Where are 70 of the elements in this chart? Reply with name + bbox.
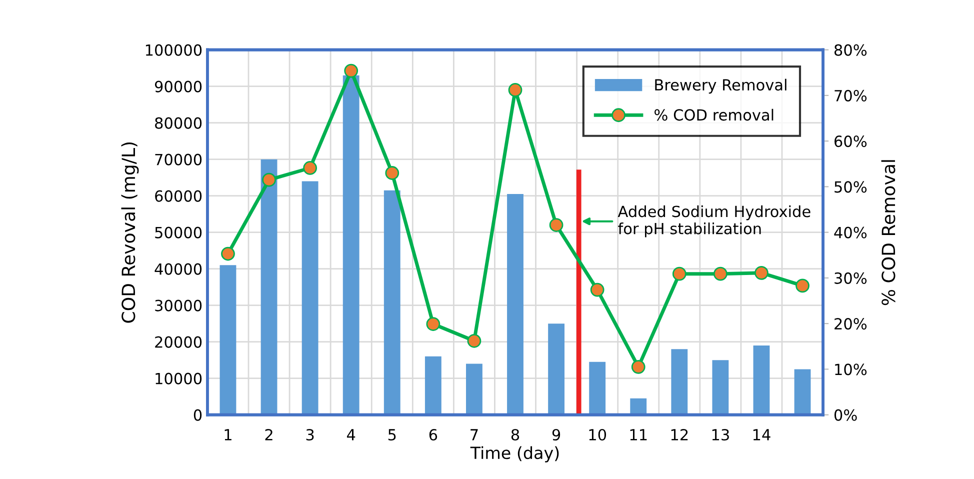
bar bbox=[630, 398, 647, 415]
point bbox=[262, 172, 276, 187]
point bbox=[426, 317, 440, 331]
x-tick-label: 3 bbox=[306, 428, 314, 441]
y-tick-label: 20000 bbox=[155, 336, 202, 348]
legend-label: Brewery Removal bbox=[655, 78, 786, 94]
bar bbox=[753, 345, 770, 415]
x-tick-label: 11 bbox=[630, 429, 647, 440]
bar bbox=[794, 369, 811, 415]
y2-tick-label: 10% bbox=[835, 364, 867, 376]
point bbox=[303, 161, 317, 175]
bar bbox=[466, 364, 482, 415]
bar bbox=[712, 360, 729, 415]
bar bbox=[384, 190, 400, 415]
y-tick-label: 100000 bbox=[146, 44, 202, 56]
point bbox=[713, 266, 728, 281]
bar bbox=[424, 356, 442, 415]
x-tick-label: 9 bbox=[552, 428, 560, 441]
x-tick-label: 6 bbox=[429, 428, 438, 441]
point bbox=[754, 266, 768, 280]
bar bbox=[220, 265, 236, 415]
point bbox=[467, 334, 482, 348]
bar bbox=[260, 159, 278, 415]
y-tick-label: 30000 bbox=[155, 300, 202, 312]
point bbox=[221, 246, 235, 261]
y-tick-label: 90000 bbox=[154, 80, 202, 92]
bar bbox=[589, 362, 606, 415]
y2-tick-label: 80% bbox=[834, 44, 867, 56]
x-tick-label: 4 bbox=[346, 429, 356, 440]
point bbox=[508, 83, 522, 97]
y2-tick-label: 70% bbox=[834, 90, 867, 102]
point bbox=[549, 218, 564, 232]
point bbox=[385, 166, 400, 180]
x-tick-label: 5 bbox=[388, 429, 396, 441]
y-axis-title: COD Revoval (mg/L) bbox=[121, 142, 139, 323]
bar bbox=[548, 324, 564, 415]
x-tick-label: 13 bbox=[712, 428, 729, 441]
x-tick-label: 14 bbox=[753, 429, 770, 440]
y2-tick-label: 50% bbox=[834, 181, 867, 193]
point bbox=[344, 64, 358, 78]
annotation: Added Sodium Hydroxide for pH stabilization bbox=[618, 205, 810, 238]
bar bbox=[507, 194, 524, 415]
bar bbox=[342, 75, 360, 415]
y2-tick-label: 60% bbox=[834, 136, 867, 148]
x-axis-title: Time (day) bbox=[470, 446, 559, 462]
y2-axis-title: % COD Removal bbox=[881, 160, 896, 306]
point bbox=[590, 282, 604, 297]
bar bbox=[671, 349, 688, 415]
y-tick-label: 80000 bbox=[155, 117, 202, 129]
y2-tick-label: 0% bbox=[834, 409, 857, 421]
x-tick-label: 8 bbox=[511, 428, 520, 441]
x-tick-label: 10 bbox=[589, 428, 606, 441]
y-tick-label: 10000 bbox=[156, 372, 202, 384]
bar bbox=[302, 181, 318, 415]
y2-tick-label: 20% bbox=[834, 318, 867, 330]
x-tick-label: 12 bbox=[671, 428, 688, 440]
y2-tick-label: 30% bbox=[834, 272, 867, 284]
point bbox=[631, 360, 646, 374]
legend-label: % COD removal bbox=[654, 108, 774, 121]
y2-tick-label: 40% bbox=[834, 226, 867, 238]
point bbox=[672, 266, 686, 281]
x-tick-label: 2 bbox=[265, 428, 272, 440]
y-tick-label: 70000 bbox=[155, 154, 202, 166]
x-tick-label: 7 bbox=[470, 429, 478, 440]
x-tick-label: 1 bbox=[224, 429, 232, 440]
y-tick-label: 60000 bbox=[155, 190, 202, 202]
y-tick-label: 50000 bbox=[155, 226, 202, 238]
y-tick-label: 40000 bbox=[154, 263, 202, 275]
point bbox=[796, 278, 810, 293]
y-tick-label: 0 bbox=[194, 409, 202, 421]
